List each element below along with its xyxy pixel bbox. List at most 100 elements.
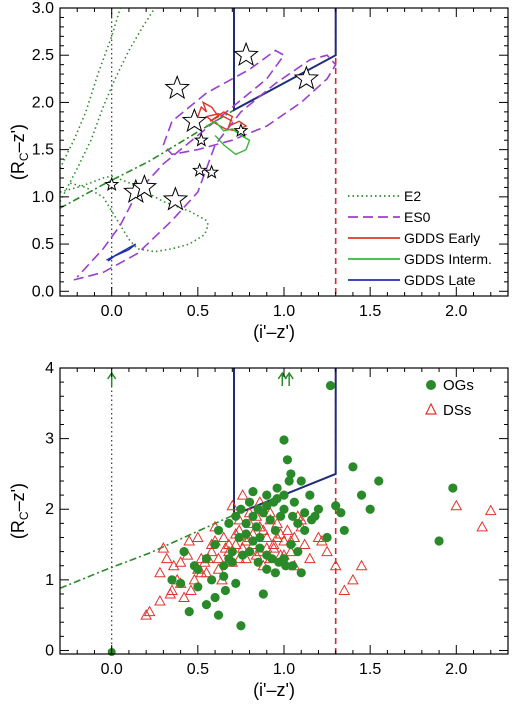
dash-dot-boundary xyxy=(60,368,235,590)
og-point xyxy=(296,476,306,486)
legend-label: GDDS Interm. xyxy=(404,251,492,267)
x-axis-label: (i'–z') xyxy=(253,322,295,342)
x-tick-label: 2.0 xyxy=(445,661,467,678)
og-point xyxy=(293,547,303,557)
ds-point xyxy=(267,538,280,550)
star-marker xyxy=(181,107,208,133)
y-axis-label-rest: –z') xyxy=(8,483,28,511)
ds-point xyxy=(160,552,173,564)
y-tick-label: 1 xyxy=(45,572,54,589)
og-point xyxy=(293,518,303,528)
og-point xyxy=(234,532,244,543)
og-point xyxy=(238,550,248,560)
og-point xyxy=(272,483,282,493)
og-point xyxy=(306,515,317,525)
ds-point xyxy=(178,591,190,603)
y-axis-label-sub: C xyxy=(17,152,31,161)
upper-limit-arrowhead xyxy=(284,371,294,380)
og-point xyxy=(296,568,306,578)
og-point xyxy=(279,435,289,445)
og-point xyxy=(279,554,289,564)
legend-label: E2 xyxy=(404,188,421,204)
og-point xyxy=(281,561,291,571)
legend-label: GDDS Early xyxy=(404,230,480,246)
ds-point xyxy=(164,587,177,599)
og-point xyxy=(253,557,263,567)
x-axis-label: (i'–z') xyxy=(253,680,295,700)
ds-point xyxy=(236,489,249,500)
og-point xyxy=(224,554,234,564)
og-point xyxy=(286,469,296,479)
y-axis-label: (RC–z') xyxy=(8,124,31,180)
og-point xyxy=(300,508,310,518)
og-point xyxy=(213,525,224,536)
og-point xyxy=(236,621,246,631)
upper-limit-arrowhead xyxy=(277,371,287,380)
og-point xyxy=(179,547,189,557)
y-tick-label: 0.0 xyxy=(32,283,54,300)
og-point xyxy=(189,561,199,571)
og-point xyxy=(248,536,258,546)
og-point xyxy=(365,504,375,514)
og-point xyxy=(322,532,332,543)
ds-point xyxy=(143,605,156,617)
ds-point xyxy=(229,538,242,550)
og-point xyxy=(374,476,384,486)
ds-point xyxy=(355,559,368,571)
y-tick-label: 2.5 xyxy=(32,47,54,64)
ds-point xyxy=(140,609,153,620)
x-tick-label: 2.0 xyxy=(445,303,467,320)
og-point xyxy=(201,554,212,564)
ds-point xyxy=(347,573,359,585)
star-marker xyxy=(131,173,158,199)
bottom-panel: 0.0 0.5 1.0 1.5 2.0 0 1 2 3 4 (i'–z') (RC–z') OGs DSs xyxy=(8,360,509,700)
og-point xyxy=(255,532,265,543)
og-point xyxy=(262,501,272,511)
legend-label: ES0 xyxy=(404,209,431,225)
y-tick-label: 1.0 xyxy=(32,189,54,206)
og-point xyxy=(339,525,349,536)
ds-point xyxy=(257,524,270,535)
ds-point xyxy=(185,584,197,595)
x-tick-label: 0.0 xyxy=(101,661,123,678)
og-point xyxy=(284,476,294,486)
og-point xyxy=(262,490,272,500)
y-tick-label: 3.0 xyxy=(32,0,54,17)
og-point xyxy=(219,561,229,571)
plot-area xyxy=(60,8,337,296)
series-line-es0 xyxy=(73,49,337,281)
ds-point xyxy=(205,545,218,557)
ds-point xyxy=(174,556,187,567)
og-point xyxy=(219,571,229,581)
y-tick-label: 2.0 xyxy=(32,94,54,111)
og-point xyxy=(331,501,341,511)
ds-point xyxy=(298,538,311,550)
star-marker xyxy=(204,164,220,179)
og-point xyxy=(325,381,336,391)
og-point xyxy=(288,561,298,571)
y-tick-label: 1.5 xyxy=(32,142,54,159)
x-tick-label: 0.0 xyxy=(101,303,123,320)
ds-point xyxy=(303,552,316,564)
star-marker xyxy=(164,74,190,100)
series-line-e2 xyxy=(60,8,122,169)
og-point xyxy=(227,547,237,557)
selection-box xyxy=(233,8,337,112)
y-axis-label-main: (R xyxy=(8,520,28,539)
series-line-e2 xyxy=(60,8,156,202)
og-point xyxy=(265,515,275,525)
legend-og-marker xyxy=(426,380,436,390)
og-point xyxy=(210,539,220,550)
y-axis-label: (RC–z') xyxy=(8,483,31,539)
series-line-gdds-late xyxy=(106,243,137,262)
og-point xyxy=(300,525,310,536)
x-tick-label: 1.5 xyxy=(359,303,381,320)
ds-point xyxy=(188,573,201,585)
legend-ds-marker xyxy=(425,402,437,415)
y-axis-label-rest: –z') xyxy=(8,124,28,152)
star-marker xyxy=(293,65,320,90)
og-point xyxy=(448,483,458,493)
og-point xyxy=(251,522,262,532)
ds-point xyxy=(226,499,239,511)
y-tick-label: 2 xyxy=(45,501,54,518)
